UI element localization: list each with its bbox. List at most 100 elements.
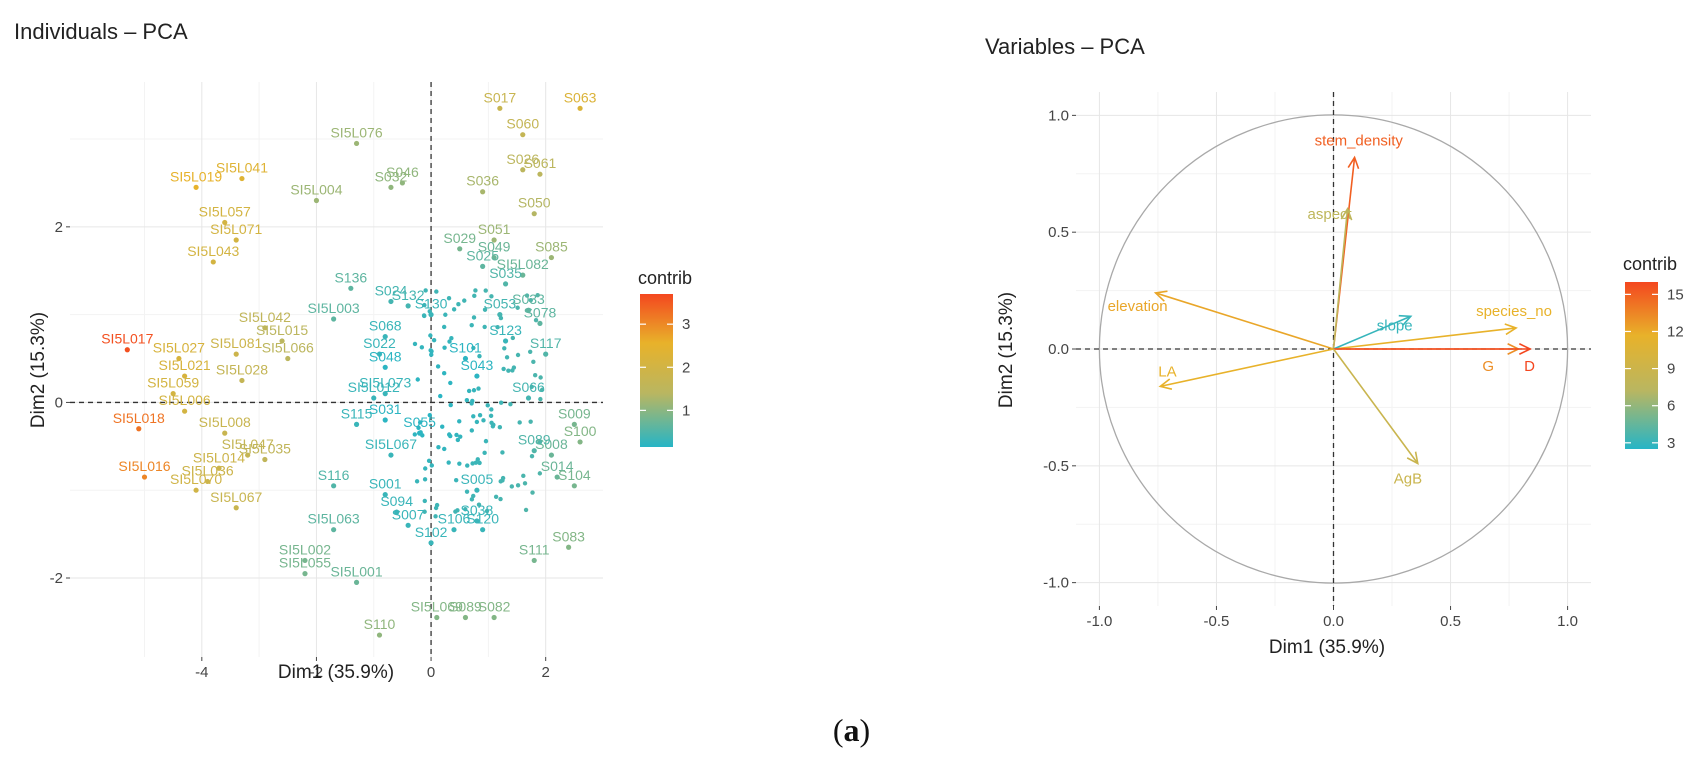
cluster-point [457, 419, 462, 424]
individuals-pca-panel: Individuals – PCA SI5L017SI5L018SI5L016S… [14, 19, 692, 683]
scatter-point [474, 373, 480, 379]
point-label: S110 [364, 616, 396, 632]
point-label: S061 [524, 155, 557, 171]
scatter-point [124, 347, 130, 353]
vector-arrow-shaft [1332, 208, 1349, 350]
cluster-point [528, 297, 533, 303]
cluster-point [472, 293, 477, 299]
scatter-point [566, 544, 572, 550]
cluster-point [482, 450, 487, 456]
point-label: SI5L018 [113, 410, 165, 426]
scatter-point [136, 426, 142, 432]
cluster-point [429, 463, 434, 468]
scatter-point [222, 219, 228, 226]
point-label: SI5L036 [181, 462, 233, 478]
point-label: SI5L041 [216, 160, 268, 176]
cluster-point [465, 463, 470, 468]
vector-label: elevation [1108, 298, 1168, 315]
point-label: SI5L027 [153, 340, 205, 356]
cluster-point [448, 433, 453, 439]
caption-letter: a [843, 712, 860, 748]
scatter-point [543, 351, 549, 357]
scatter-point [462, 355, 469, 362]
variables-legend: contrib 3 6 9 12 15 [1623, 254, 1684, 452]
point-label: SI5L067 [365, 436, 417, 452]
cluster-point [476, 386, 481, 391]
cluster-point [506, 368, 511, 373]
cluster-point [477, 353, 482, 359]
cluster-point [530, 490, 535, 495]
point-label: SI5L035 [239, 440, 291, 456]
point-label: SI5L059 [147, 375, 199, 391]
cluster-point [414, 479, 420, 484]
scatter-point [331, 316, 337, 322]
vector-arrow-shaft [1333, 315, 1412, 350]
legend-tick-label: 15 [1667, 286, 1684, 303]
cluster-point [442, 345, 447, 350]
point-label: SI5L069 [411, 598, 463, 614]
scatter-point [170, 391, 176, 397]
vector-arrow-shaft [1160, 348, 1334, 388]
point-label: S053 [483, 296, 516, 312]
scatter-point [531, 448, 537, 454]
cluster-point [523, 507, 529, 513]
scatter-point [382, 364, 388, 370]
vector-label: stem_density [1315, 132, 1404, 149]
point-label: S046 [386, 164, 419, 180]
point-label: S078 [524, 304, 557, 320]
cluster-point [475, 457, 480, 462]
point-label: S094 [380, 493, 413, 509]
individuals-title: Individuals – PCA [14, 19, 188, 44]
cluster-point [501, 366, 506, 372]
cluster-point [464, 397, 470, 403]
variables-y-label: Dim2 (15.3%) [996, 292, 1017, 408]
scatter-point [262, 456, 268, 463]
scatter-point [353, 421, 360, 427]
cluster-point [500, 475, 506, 481]
cluster-point [535, 292, 540, 298]
vector-arrow-shaft [1155, 292, 1334, 350]
cluster-point [484, 508, 490, 514]
point-label: SI5L012 [348, 379, 400, 395]
scatter-point [457, 246, 463, 252]
point-label: SI5L055 [279, 555, 331, 571]
individuals-points [124, 105, 583, 638]
scatter-point [491, 254, 497, 261]
cluster-point [469, 428, 475, 433]
cluster-point [422, 498, 427, 504]
point-label: SI5L063 [308, 511, 360, 527]
scatter-point [405, 303, 411, 309]
vector-label: slope [1377, 317, 1413, 334]
individuals-x-ticks: -4 -2 0 2 [195, 657, 550, 681]
point-label: S031 [369, 401, 402, 417]
cluster-point [464, 489, 470, 494]
cluster-point [442, 446, 447, 452]
cluster-point [521, 473, 526, 479]
point-label: S051 [478, 221, 511, 237]
cluster-point [449, 336, 454, 341]
x-tick-label: -2 [310, 664, 323, 681]
vector-arrow-head [1398, 314, 1413, 326]
point-label: S026 [506, 151, 539, 167]
point-label: SI5L066 [262, 340, 314, 356]
cluster-point [412, 432, 417, 437]
cluster-point [474, 419, 480, 425]
vector-arrow-head [1153, 290, 1168, 302]
cluster-point [508, 402, 513, 407]
individuals-legend-title: contrib [638, 268, 692, 288]
cluster-point [446, 460, 451, 465]
cluster-point [455, 437, 461, 443]
point-label: SI5L057 [199, 203, 251, 219]
cluster-point [412, 341, 418, 347]
point-label: SI5L006 [159, 392, 211, 408]
scatter-point [497, 312, 503, 318]
x-tick-label: 0.5 [1440, 613, 1461, 630]
point-label: S116 [318, 467, 350, 483]
x-tick-label: -0.5 [1204, 613, 1230, 630]
cluster-point [429, 352, 434, 357]
cluster-point [469, 497, 475, 502]
y-tick-label: 0.5 [1048, 224, 1069, 241]
cluster-point [515, 352, 521, 358]
